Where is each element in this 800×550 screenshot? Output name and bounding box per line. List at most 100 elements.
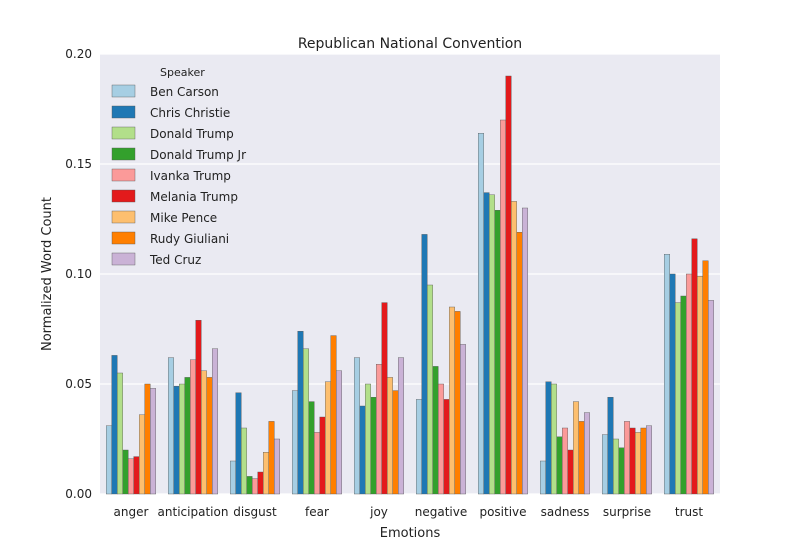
legend-swatch <box>111 168 136 182</box>
bar-joy-donald-trump <box>365 383 371 495</box>
legend-title: Speaker <box>160 66 205 79</box>
bar-disgust-ivanka-trump <box>252 478 258 495</box>
bar-negative-rudy-giuliani <box>454 311 461 495</box>
legend-entry: Mike Pence <box>150 211 217 225</box>
legend-swatch <box>111 231 136 245</box>
bar-anticipation-mike-pence <box>201 370 207 495</box>
y-tick-label: 0.15 <box>65 157 92 171</box>
bar-negative-chris-christie <box>421 234 428 495</box>
legend-swatch <box>111 147 136 161</box>
bar-fear-ivanka-trump <box>314 432 320 495</box>
bar-sadness-mike-pence <box>573 401 579 495</box>
bar-joy-melania-trump <box>381 302 388 495</box>
x-tick-label: anticipation <box>158 505 229 519</box>
bar-anticipation-ted-cruz <box>212 348 219 495</box>
bar-positive-ivanka-trump <box>500 119 506 495</box>
legend-entry: Ivanka Trump <box>150 169 231 183</box>
x-tick-label: sadness <box>541 505 590 519</box>
x-tick-label: joy <box>369 505 388 519</box>
bar-sadness-ted-cruz <box>584 412 590 495</box>
x-tick-label: anger <box>114 505 149 519</box>
bar-fear-ted-cruz <box>336 370 342 495</box>
bar-anticipation-ben-carson <box>167 357 174 495</box>
chart-title: Republican National Convention <box>298 36 522 52</box>
x-tick-labels: anger anticipation disgust fear joy negative p… <box>114 505 704 519</box>
bar-trust-mike-pence <box>697 276 703 495</box>
x-tick-label: surprise <box>603 505 651 519</box>
bar-anticipation-rudy-giuliani <box>206 377 213 495</box>
bar-anticipation-donald-trump <box>179 383 185 495</box>
bar-disgust-donald-trump <box>241 427 247 495</box>
bar-negative-mike-pence <box>449 306 455 495</box>
bar-fear-donald-trump <box>303 348 309 495</box>
bar-negative-donald-trump <box>427 284 433 495</box>
y-tick-label: 0.05 <box>65 377 92 391</box>
legend-swatch <box>111 189 136 203</box>
bar-disgust-ted-cruz <box>274 438 280 495</box>
bar-positive-ben-carson <box>478 132 484 495</box>
bar-sadness-ben-carson <box>540 460 546 495</box>
y-axis-label: Normalized Word Count <box>40 197 55 351</box>
legend-entry: Ted Cruz <box>149 253 201 267</box>
bar-anticipation-chris-christie <box>173 386 180 495</box>
bar-surprise-donald-trump <box>613 438 619 495</box>
bar-positive-rudy-giuliani <box>516 231 523 495</box>
bar-sadness-rudy-giuliani <box>578 421 585 495</box>
bar-anger-ivanka-trump <box>128 458 134 495</box>
x-tick-label: positive <box>479 505 526 519</box>
bar-anticipation-melania-trump <box>195 320 202 495</box>
bar-fear-rudy-giuliani <box>330 335 337 495</box>
bar-surprise-chris-christie <box>607 397 614 495</box>
bar-positive-mike-pence <box>511 201 517 495</box>
bar-sadness-donald-trump <box>551 383 557 495</box>
bar-negative-melania-trump <box>443 399 450 495</box>
bar-anger-melania-trump <box>133 456 140 495</box>
bar-fear-ben-carson <box>292 390 298 495</box>
bar-surprise-mike-pence <box>635 432 641 495</box>
bar-joy-mike-pence <box>387 377 393 495</box>
bar-negative-ted-cruz <box>460 344 466 495</box>
legend-swatch <box>111 126 136 140</box>
legend-entry: Ben Carson <box>150 85 219 99</box>
bar-anger-mike-pence <box>139 414 145 495</box>
bar-surprise-melania-trump <box>629 427 636 495</box>
x-tick-label: negative <box>415 505 467 519</box>
bar-disgust-ben-carson <box>229 460 236 495</box>
legend-swatch <box>111 84 136 98</box>
bar-disgust-donald-trump-jr <box>246 476 253 495</box>
bar-joy-ben-carson <box>354 357 360 495</box>
bar-negative-ben-carson <box>416 399 422 495</box>
y-tick-label: 0.20 <box>65 47 92 61</box>
bar-fear-mike-pence <box>325 381 331 495</box>
legend: Speaker Ben Carson Chris Christie Donald T… <box>111 66 246 267</box>
bar-disgust-melania-trump <box>257 471 264 495</box>
bar-surprise-donald-trump-jr <box>618 447 625 495</box>
bar-trust-donald-trump-jr <box>680 295 687 495</box>
bar-anger-ted-cruz <box>150 388 157 495</box>
bar-disgust-mike-pence <box>263 452 269 495</box>
bar-trust-ivanka-trump <box>686 273 692 495</box>
bar-trust-rudy-giuliani <box>702 260 709 495</box>
x-tick-label: fear <box>305 505 329 519</box>
bar-negative-donald-trump-jr <box>432 366 439 495</box>
legend-swatch <box>111 210 136 224</box>
bar-joy-rudy-giuliani <box>392 390 399 495</box>
bar-anger-donald-trump-jr <box>122 449 129 495</box>
bar-negative-ivanka-trump <box>438 383 444 495</box>
bar-surprise-ivanka-trump <box>624 421 630 495</box>
legend-entry: Rudy Giuliani <box>150 232 229 246</box>
bar-anticipation-ivanka-trump <box>190 359 196 495</box>
bar-sadness-melania-trump <box>567 449 574 495</box>
bar-anticipation-donald-trump-jr <box>184 377 191 495</box>
x-tick-label: disgust <box>233 505 277 519</box>
legend-entry: Donald Trump Jr <box>150 148 246 162</box>
bar-trust-donald-trump <box>675 302 681 495</box>
bar-surprise-rudy-giuliani <box>640 427 647 495</box>
bar-sadness-chris-christie <box>545 381 552 495</box>
bar-surprise-ben-carson <box>602 434 608 495</box>
bar-positive-chris-christie <box>483 192 490 495</box>
y-tick-labels: 0.00 0.05 0.10 0.15 0.20 <box>65 47 92 501</box>
bar-positive-melania-trump <box>505 75 512 495</box>
bar-surprise-ted-cruz <box>646 425 652 495</box>
bar-fear-chris-christie <box>297 331 304 495</box>
